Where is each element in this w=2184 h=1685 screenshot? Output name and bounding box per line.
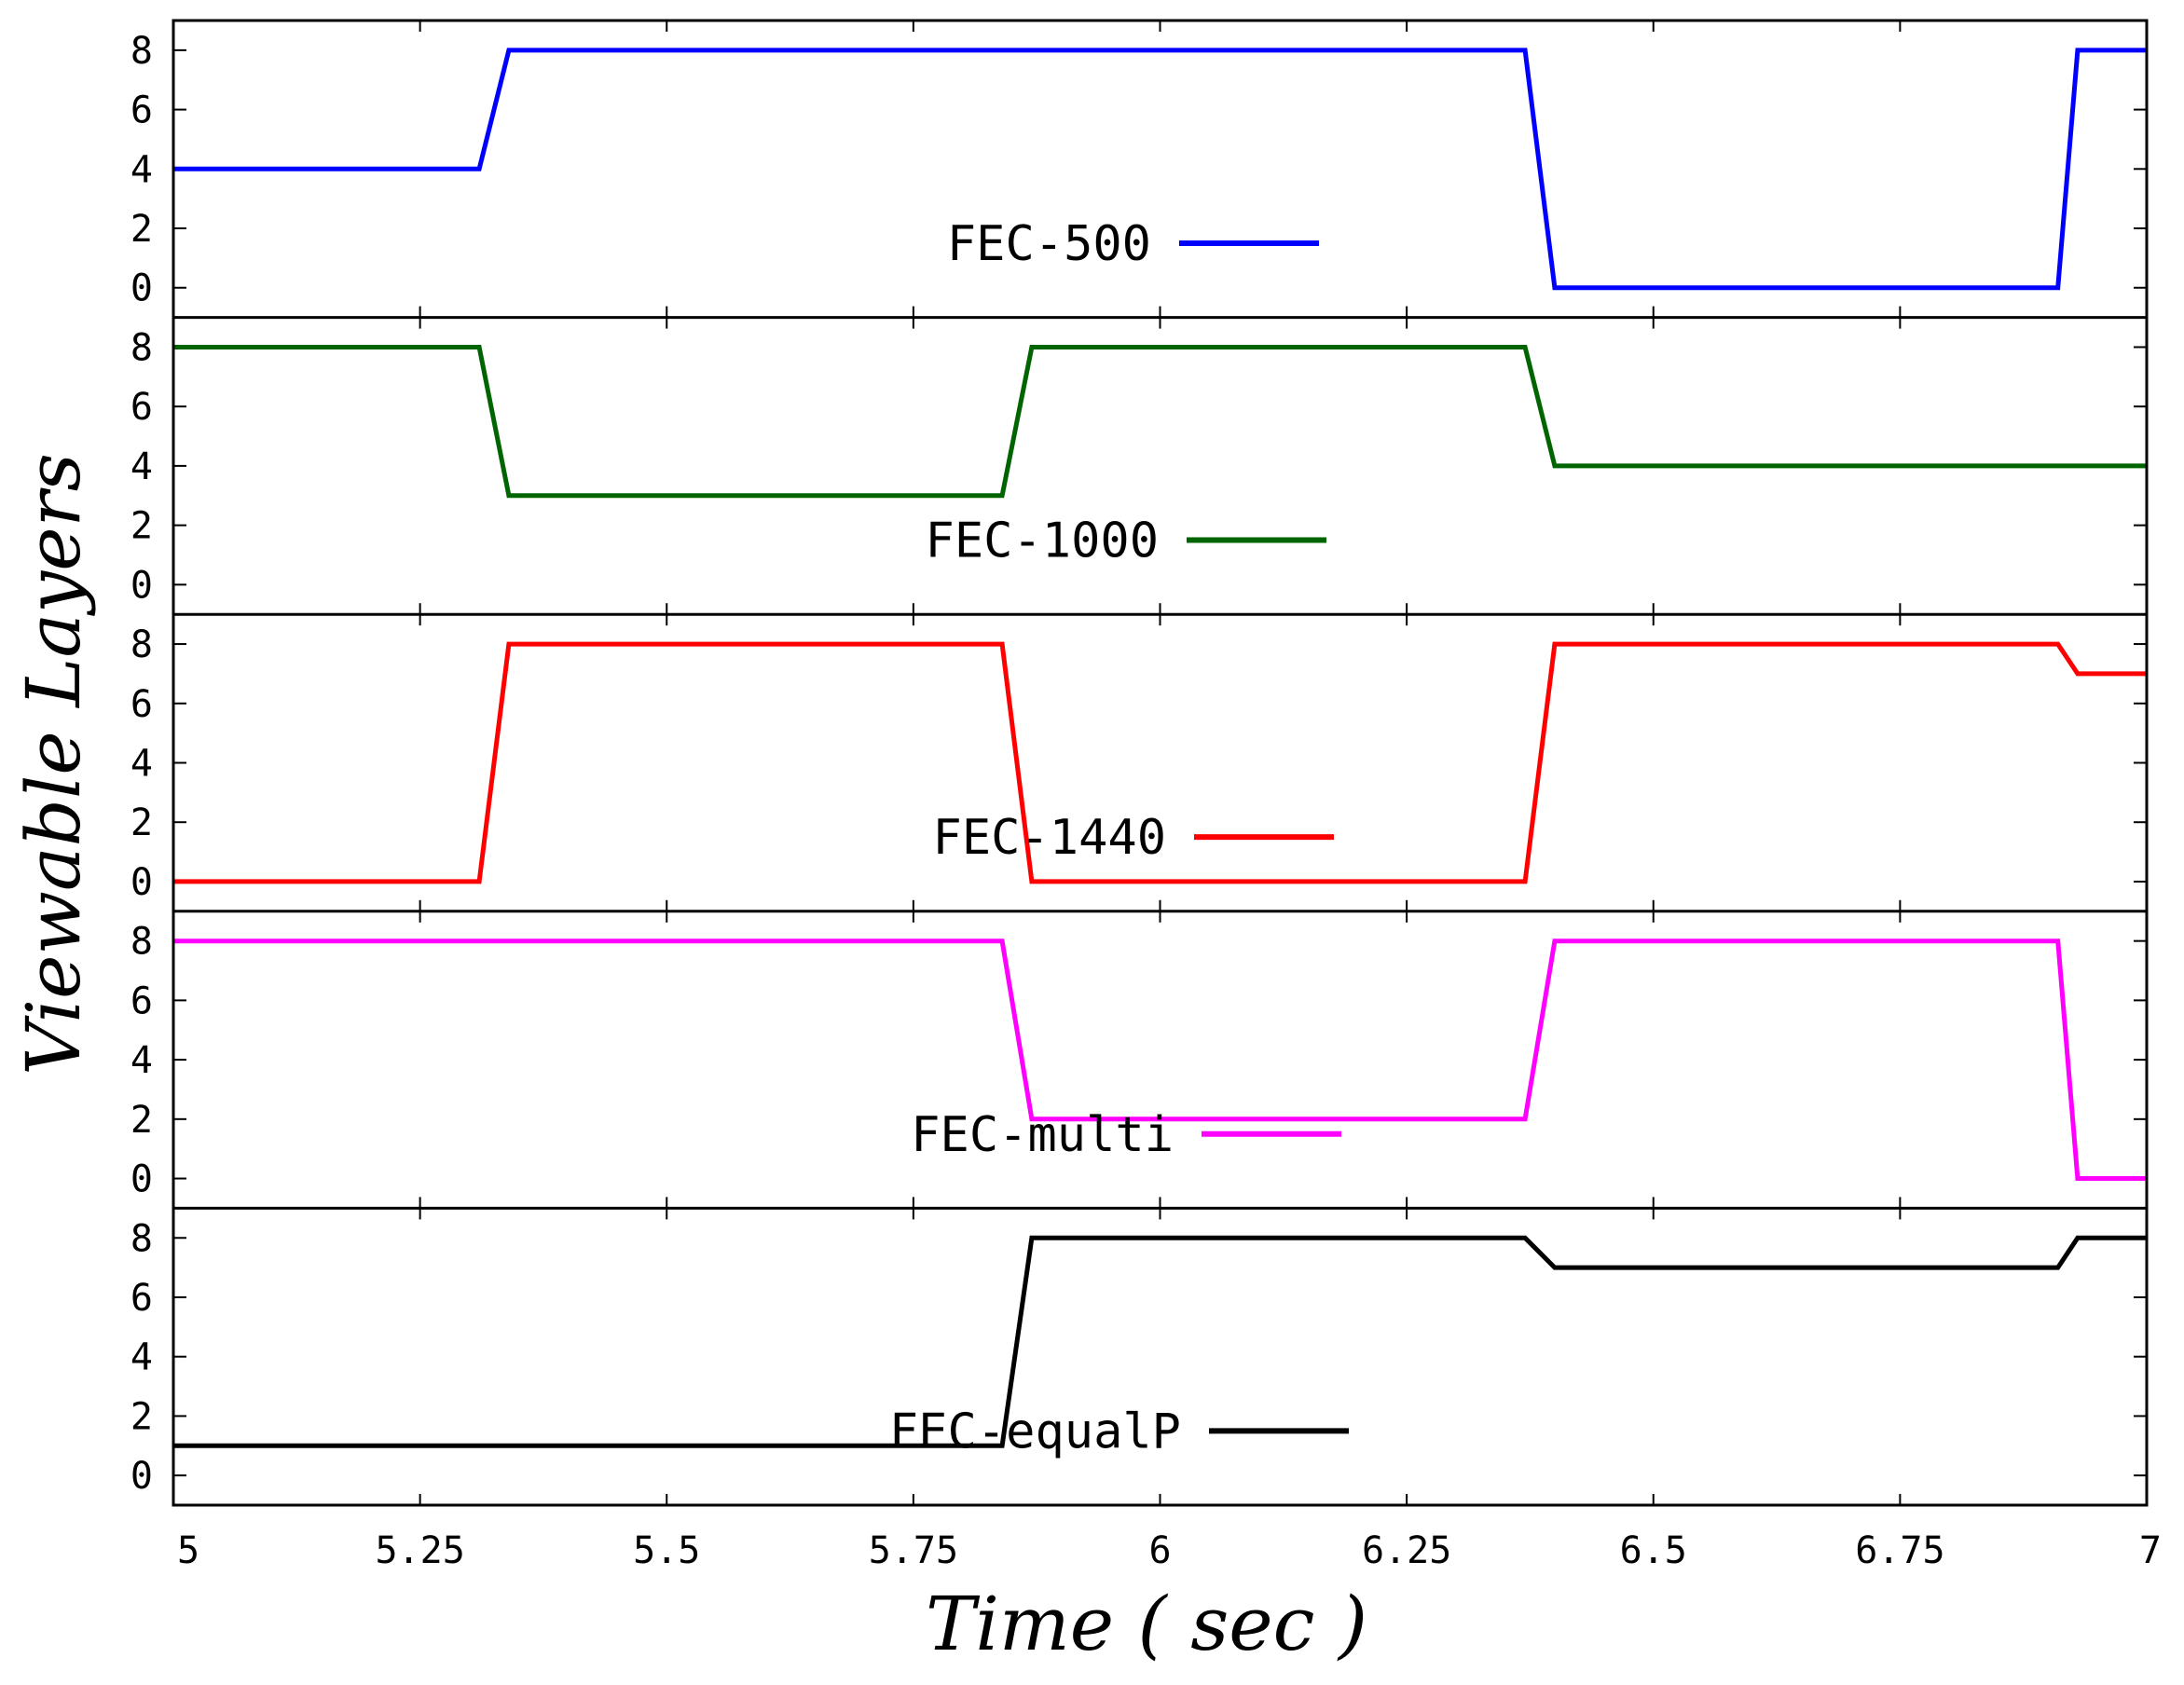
x-axis-title: Time ( sec )	[926, 1581, 1367, 1667]
y-tick-label: 0	[130, 564, 153, 607]
x-tick-label: 6.75	[1855, 1529, 1944, 1572]
series-line-fec-equalp	[173, 1235, 2147, 1448]
y-tick-label: 0	[130, 1455, 153, 1498]
legend-label-fec-1440: FEC-1440	[933, 810, 1166, 866]
y-tick-label: 2	[130, 505, 153, 548]
y-tick-label: 6	[130, 386, 153, 429]
y-tick-label: 4	[130, 743, 153, 786]
x-tick-label: 5	[177, 1529, 199, 1572]
panels: 0 2 4 6 8 FEC-500 0 2 4 6 8 FEC-1000 0 2 4 6 8 FEC-1440 0 2…	[130, 21, 2148, 1505]
panel-fec-1000: 0 2 4 6 8 FEC-1000	[130, 316, 2148, 615]
y-tick-label: 0	[130, 861, 153, 904]
series-line-fec-1000	[173, 345, 2147, 499]
x-axis-ticks: 5 5.25 5.5 5.75 6 6.25 6.5 6.75 7	[177, 1529, 2162, 1572]
y-tick-label: 0	[130, 1158, 153, 1201]
panel-fec-1440: 0 2 4 6 8 FEC-1440	[130, 612, 2148, 911]
panel-fec-multi: 0 2 4 6 8 FEC-multi	[130, 910, 2148, 1209]
x-tick-label: 6	[1148, 1529, 1171, 1572]
legend-label-fec-equalp: FEC-equalP	[889, 1404, 1181, 1459]
legend-label-fec-1000: FEC-1000	[926, 514, 1159, 569]
legend-label-fec-multi: FEC-multi	[911, 1107, 1174, 1163]
y-tick-label: 6	[130, 979, 153, 1022]
x-tick-label: 5.5	[633, 1529, 700, 1572]
x-tick-label: 5.25	[375, 1529, 464, 1572]
panel-fec-equalp: 0 2 4 6 8 FEC-equalP	[130, 1206, 2148, 1505]
y-tick-label: 0	[130, 267, 153, 310]
series-line-fec-500	[173, 48, 2147, 291]
x-tick-label: 5.75	[869, 1529, 958, 1572]
y-tick-label: 8	[130, 326, 153, 369]
y-tick-label: 8	[130, 30, 153, 73]
panel-fec-500: 0 2 4 6 8 FEC-500	[130, 21, 2148, 318]
y-tick-label: 8	[130, 921, 153, 964]
y-tick-label: 2	[130, 208, 153, 251]
x-tick-label: 7	[2139, 1529, 2162, 1572]
series-line-fec-1440	[173, 641, 2147, 884]
y-tick-label: 2	[130, 1099, 153, 1142]
y-tick-label: 2	[130, 801, 153, 844]
y-tick-label: 8	[130, 623, 153, 666]
x-tick-label: 6.5	[1620, 1529, 1687, 1572]
y-tick-label: 6	[130, 1277, 153, 1320]
y-tick-label: 6	[130, 89, 153, 132]
y-tick-label: 4	[130, 1336, 153, 1379]
y-tick-label: 2	[130, 1395, 153, 1438]
y-tick-label: 6	[130, 683, 153, 726]
y-tick-label: 4	[130, 445, 153, 488]
plot-frame	[172, 19, 2149, 1507]
series-line-fec-multi	[173, 938, 2147, 1181]
x-tick-label: 6.25	[1362, 1529, 1451, 1572]
y-tick-label: 4	[130, 1039, 153, 1082]
y-tick-label: 8	[130, 1217, 153, 1260]
y-axis-title: Viewable Layers	[10, 453, 97, 1075]
legend-label-fec-500: FEC-500	[947, 216, 1151, 272]
y-tick-label: 4	[130, 148, 153, 191]
